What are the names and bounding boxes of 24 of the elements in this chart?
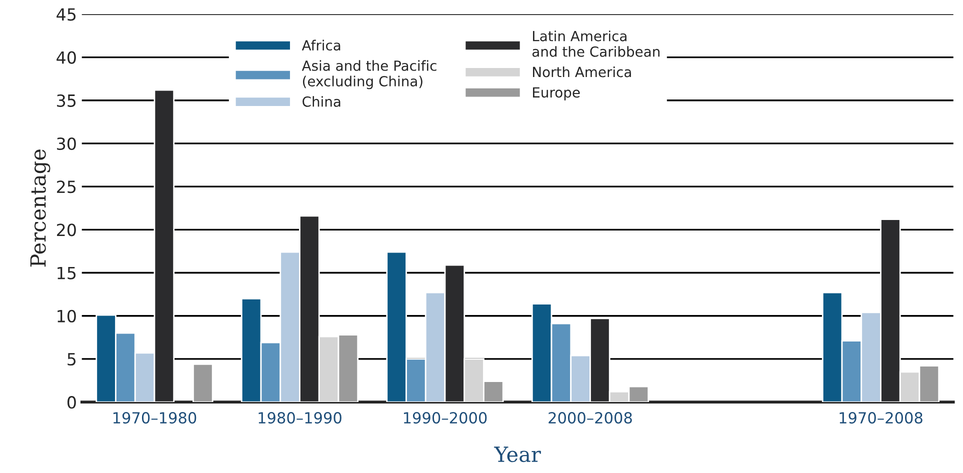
legend-label: China [302, 96, 340, 107]
y-tick-label: 10 [58, 310, 76, 322]
y-axis-title: Percentage [30, 150, 50, 267]
x-axis-title: Year [494, 446, 541, 462]
legend-label: Asia and the Pacific (excluding China) [302, 60, 436, 90]
legend-label: Europe [533, 87, 580, 100]
y-tick-label: 5 [68, 353, 76, 366]
x-tick-label: 1980–1990 [258, 412, 342, 424]
legend-label: Africa [302, 40, 340, 51]
y-tick-label: 30 [57, 137, 76, 150]
x-tick-label: 1970–2008 [840, 412, 922, 424]
y-tick-label: 15 [58, 266, 76, 280]
x-tick-label: 1990–2000 [404, 412, 487, 424]
y-tick-label: 40 [56, 51, 76, 64]
y-tick-label: 20 [57, 224, 76, 236]
x-tick-label: 1970–1980 [113, 412, 196, 424]
bar [192, 363, 214, 402]
legend-label: Latin America and the Caribbean [532, 30, 660, 57]
legend-label: North America [533, 66, 631, 78]
x-tick-label: 2000–2008 [548, 412, 632, 424]
y-tick-label: 25 [57, 180, 76, 194]
y-tick-label: 0 [67, 396, 76, 409]
y-tick-label: 35 [57, 94, 76, 107]
y-tick-label: 45 [56, 8, 76, 21]
